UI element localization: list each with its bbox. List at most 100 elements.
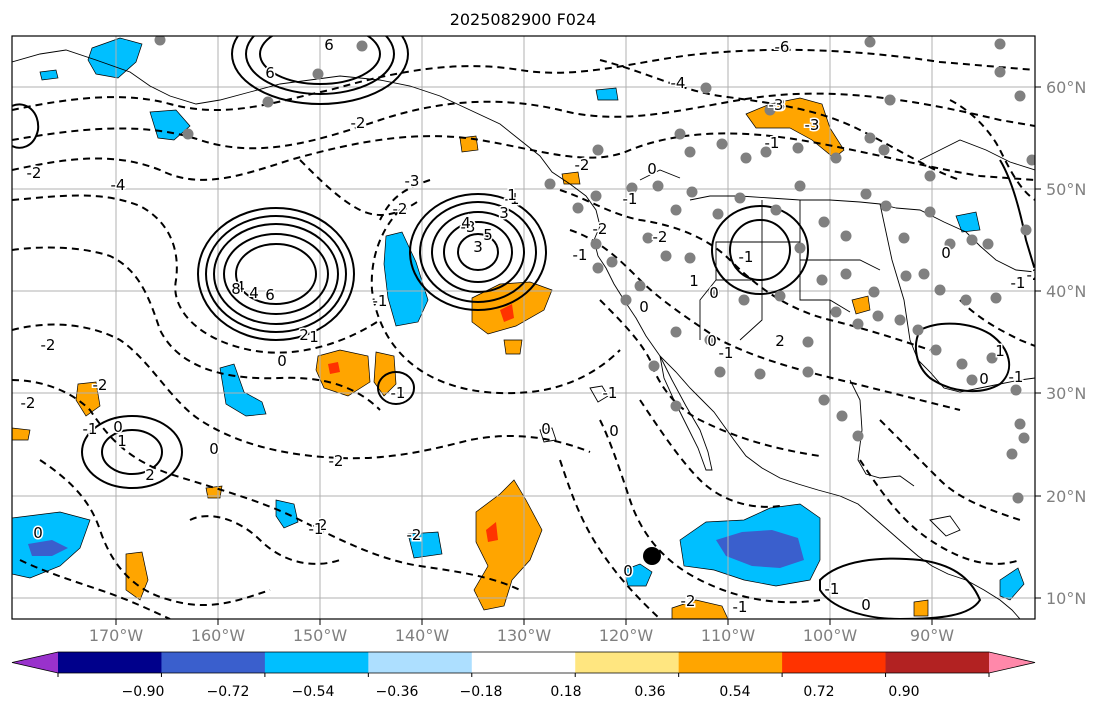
contour-label: -4	[671, 74, 686, 92]
station-dot	[642, 232, 654, 244]
station-dot	[590, 190, 602, 202]
station-dot	[872, 310, 884, 322]
contour-labels: 66-6-4-3-2-3-2-1-3-4-2-10-3 -2 -2-10134534…	[19, 36, 1035, 618]
lon-label: 130°W	[496, 626, 552, 645]
negative-anomaly-region	[955, 211, 981, 233]
negative-anomaly-region	[87, 37, 143, 79]
station-dot	[154, 36, 166, 46]
lon-label: 120°W	[598, 626, 654, 645]
positive-anomaly-region	[328, 362, 340, 374]
station-dot	[1018, 432, 1030, 444]
station-dot	[956, 358, 968, 370]
station-dot	[262, 96, 274, 108]
station-dot	[544, 178, 556, 190]
contour-label: -2	[593, 220, 608, 238]
anomaly-shading	[12, 37, 1025, 619]
positive-anomaly-region	[486, 522, 498, 542]
station-dot	[794, 242, 806, 254]
contour-label: 0	[277, 352, 287, 370]
negative-anomaly-region	[999, 567, 1025, 601]
station-dot	[712, 208, 724, 220]
station-dot	[754, 368, 766, 380]
lat-label: 60°N	[1046, 78, 1087, 97]
contour-label: 0	[979, 370, 989, 388]
station-dot	[966, 374, 978, 386]
contour-label: 1	[309, 328, 319, 346]
contour-label: 0	[707, 332, 717, 350]
station-dot	[606, 256, 618, 268]
station-dot	[802, 336, 814, 348]
lon-label: 90°W	[909, 626, 955, 645]
negative-anomaly-region	[219, 363, 267, 417]
colorbar-tick-label: 0.54	[719, 684, 751, 700]
colorbar-extend-high	[989, 652, 1035, 673]
positive-anomaly-region	[500, 304, 514, 322]
contour-label: 0	[113, 418, 123, 436]
positive-anomaly-region	[671, 599, 729, 619]
station-dot	[918, 268, 930, 280]
station-dot	[802, 366, 814, 378]
colorbar-segment	[161, 652, 266, 673]
lon-label: 170°W	[88, 626, 144, 645]
station-dot	[592, 262, 604, 274]
positive-anomaly-region	[12, 427, 31, 441]
colorbar-segment	[575, 652, 680, 673]
negative-anomaly-region	[716, 530, 804, 568]
station-dot	[994, 38, 1006, 50]
station-dot	[716, 138, 728, 150]
station-markers	[154, 36, 1035, 504]
contour-label: -1	[309, 520, 324, 538]
contour-label: -1	[505, 190, 520, 208]
station-dot	[634, 280, 646, 292]
contour-label: 0	[541, 420, 551, 438]
contour-label: -3	[769, 96, 784, 114]
contour-label: -1	[603, 384, 618, 402]
contour-label: -2	[27, 164, 42, 182]
station-dot	[840, 268, 852, 280]
positive-anomaly-region	[473, 479, 543, 611]
contour-label: -1	[825, 580, 840, 598]
contour-label: 0	[33, 524, 43, 542]
colorbar-tick-label: −0.54	[291, 684, 335, 700]
station-dot	[708, 286, 720, 298]
contour-label: 0	[941, 244, 951, 262]
contour-label: -1	[739, 248, 754, 266]
contour-label: -1	[719, 344, 734, 362]
station-dot	[764, 104, 776, 116]
station-dot	[894, 314, 906, 326]
colorbar-tick-label: 0.18	[550, 684, 582, 700]
station-dot	[924, 206, 936, 218]
contour-label: 4	[235, 278, 245, 296]
station-dot	[684, 146, 696, 158]
contour-label: -1	[83, 420, 98, 438]
contour-label: 0	[639, 298, 649, 316]
station-dot	[884, 94, 896, 106]
station-dot	[1012, 492, 1024, 504]
positive-anomaly-region	[315, 349, 371, 397]
colorbar-tick-label: 0.72	[803, 684, 835, 700]
station-dot	[898, 232, 910, 244]
colorbar-extend-low	[12, 652, 58, 673]
station-dot	[182, 128, 194, 140]
station-dot	[1010, 384, 1022, 396]
station-dot	[704, 334, 716, 346]
station-dot	[1026, 154, 1035, 166]
contour-label: 2	[775, 332, 785, 350]
colorbar-segment	[885, 652, 990, 673]
positive-anomaly-region	[75, 381, 101, 417]
contour-label: 2	[299, 326, 309, 344]
station-dot	[592, 144, 604, 156]
contour-label: 0	[209, 440, 219, 458]
contour-label: 0	[609, 422, 619, 440]
station-dot	[818, 394, 830, 406]
contour-label: 0	[861, 596, 871, 614]
station-dot	[960, 294, 972, 306]
station-dot	[852, 318, 864, 330]
station-dot	[1014, 90, 1026, 102]
station-dot	[734, 192, 746, 204]
colorbar-tick-label: 0.90	[888, 684, 920, 700]
negative-anomaly-region	[407, 531, 443, 559]
contour-label: -4	[111, 176, 126, 194]
contour-label: 4	[249, 284, 259, 302]
